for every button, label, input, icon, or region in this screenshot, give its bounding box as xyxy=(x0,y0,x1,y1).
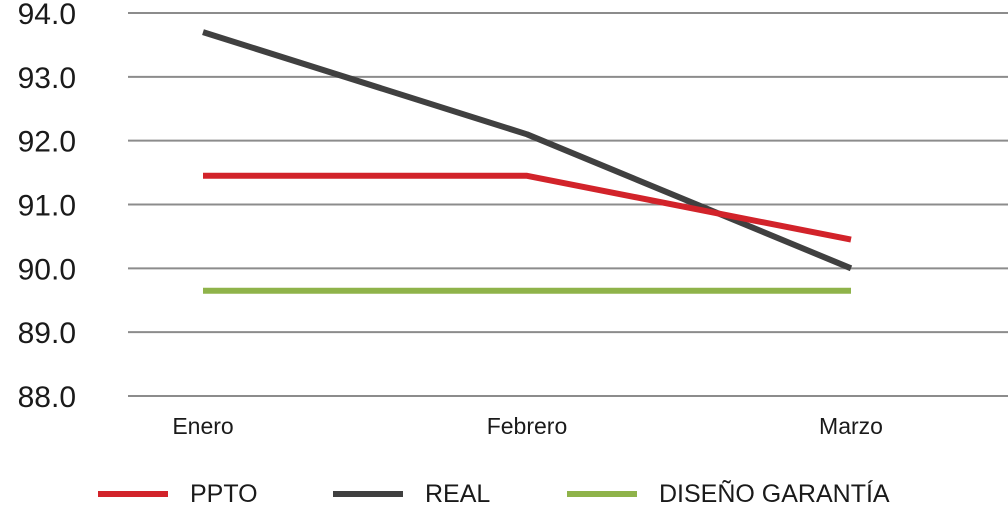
gridlines xyxy=(128,12,1008,397)
legend-label: PPTO xyxy=(190,480,258,508)
x-tick-label: Febrero xyxy=(487,413,568,439)
x-tick-label: Marzo xyxy=(819,413,883,439)
y-tick-label: 91.0 xyxy=(18,190,76,223)
y-tick-label: 92.0 xyxy=(18,126,76,159)
legend-label: REAL xyxy=(425,480,490,508)
y-tick-label: 88.0 xyxy=(18,381,76,414)
x-tick-label: Enero xyxy=(172,413,233,439)
series-line-ppto xyxy=(203,172,852,243)
y-axis-ticks: 94.0 93.0 92.0 91.0 90.0 89.0 88.0 xyxy=(18,0,76,414)
legend-label: DISEÑO GARANTÍA xyxy=(659,479,890,508)
y-tick-label: 93.0 xyxy=(18,62,76,95)
x-axis-ticks: Enero Febrero Marzo xyxy=(172,413,883,439)
legend: PPTO REAL DISEÑO GARANTÍA xyxy=(98,479,890,508)
y-tick-label: 94.0 xyxy=(18,0,76,31)
y-tick-label: 89.0 xyxy=(18,317,76,350)
series-lines xyxy=(202,29,853,294)
series-line-real xyxy=(202,29,853,272)
y-tick-label: 90.0 xyxy=(18,253,76,286)
